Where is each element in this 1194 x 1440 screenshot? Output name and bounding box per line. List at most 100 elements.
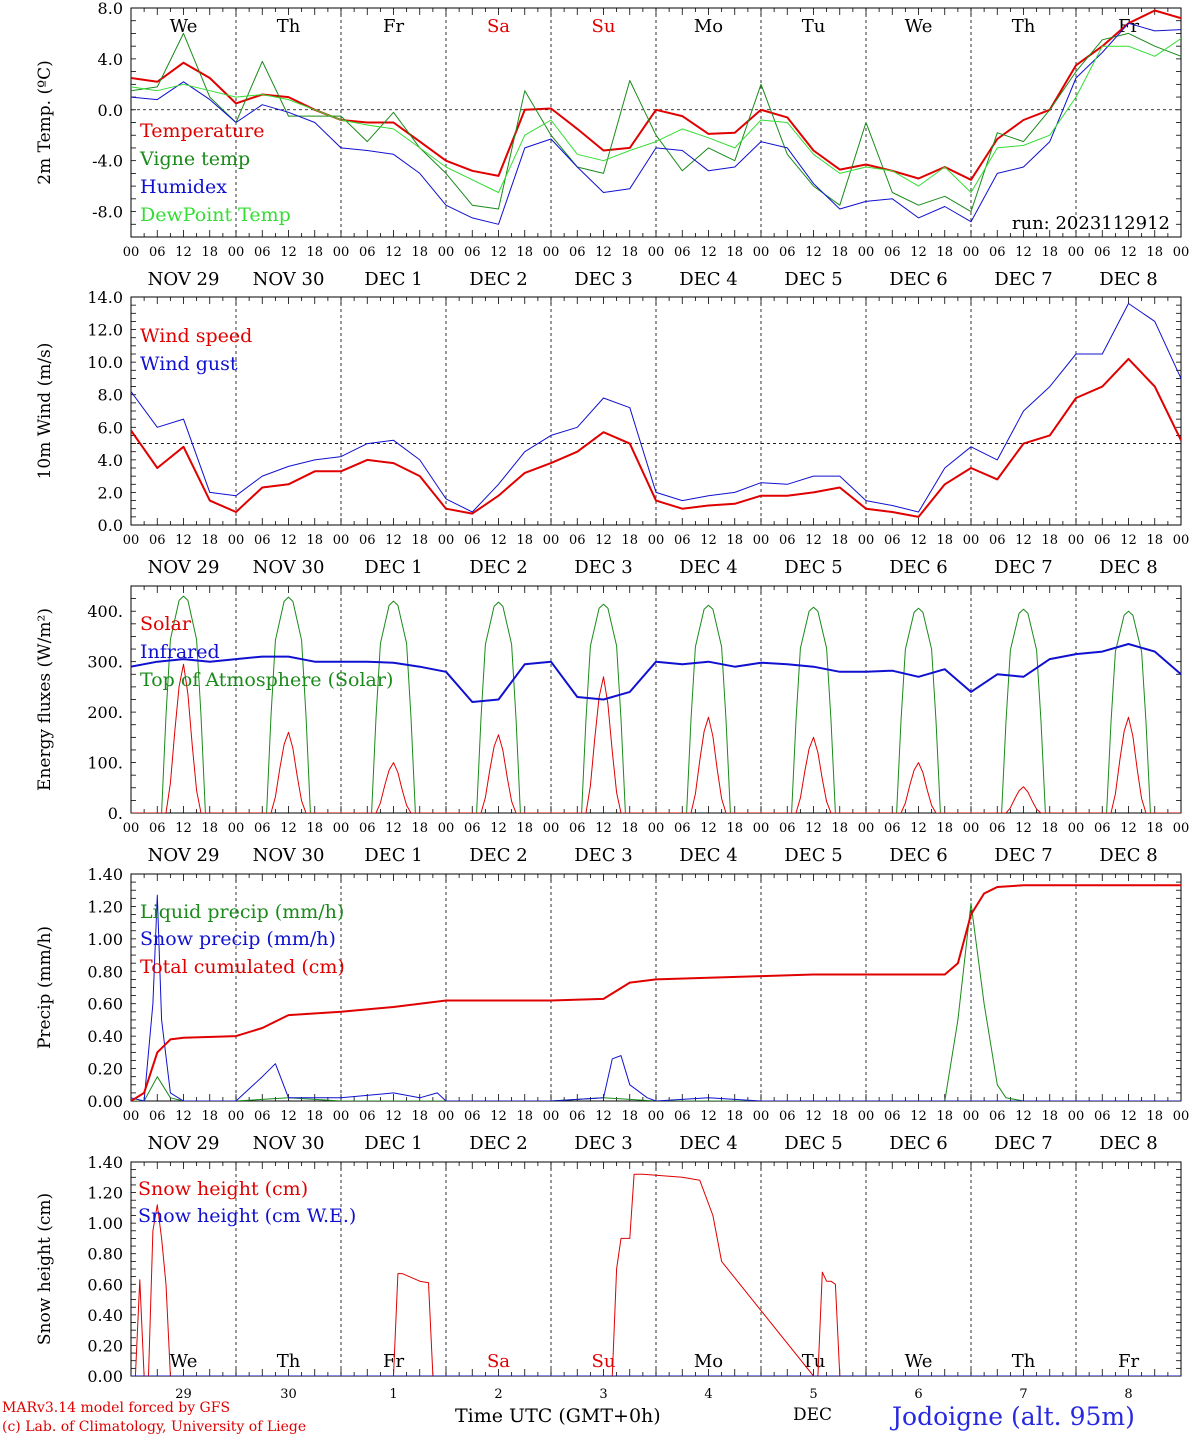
energy-y-axis-label: Energy fluxes (W/m²)	[35, 608, 55, 791]
date-label: DEC 4	[679, 1133, 738, 1154]
x-hour-label: 18	[411, 533, 428, 548]
x-hour-label: 06	[254, 533, 271, 548]
x-hour-label: 12	[490, 533, 507, 548]
x-hour-label: 06	[674, 533, 691, 548]
snow-precip-mm-h--line	[131, 894, 1181, 1101]
date-label: DEC 7	[994, 269, 1053, 290]
x-hour-label: 00	[228, 821, 245, 836]
x-hour-label: 00	[753, 1109, 770, 1124]
x-hour-label: 00	[228, 245, 245, 260]
x-hour-label: 12	[175, 245, 192, 260]
weekday-label: Su	[592, 1351, 616, 1372]
x-hour-label: 18	[831, 1109, 848, 1124]
weekday-label: We	[170, 16, 198, 37]
weekday-label: Mo	[694, 1351, 723, 1372]
date-label: NOV 30	[253, 557, 325, 578]
y-tick-label: 1.20	[87, 1184, 123, 1203]
x-hour-label: 00	[543, 821, 560, 836]
date-label: DEC 1	[364, 557, 423, 578]
month-label: DEC	[793, 1405, 833, 1425]
date-label: DEC 8	[1099, 269, 1158, 290]
x-hour-label: 12	[1120, 1109, 1137, 1124]
x-hour-label: 12	[595, 821, 612, 836]
date-label: NOV 29	[148, 269, 220, 290]
x-hour-label: 00	[1173, 1109, 1190, 1124]
precip-panel: 1.40 1.20 1.00 0.80 0.60 0.40 0.20 0.00 Precip (…	[35, 865, 1189, 1154]
y-tick-label: 200.	[87, 703, 123, 722]
date-label: NOV 30	[253, 845, 325, 866]
x-hour-label: 18	[1041, 245, 1058, 260]
day-number-label: 4	[704, 1387, 712, 1402]
x-hour-label: 12	[385, 245, 402, 260]
x-hour-label: 12	[385, 1109, 402, 1124]
x-hour-label: 06	[149, 533, 166, 548]
y-tick-label: 0.40	[87, 1027, 123, 1046]
x-hour-label: 06	[1094, 821, 1111, 836]
date-label: DEC 7	[994, 1133, 1053, 1154]
y-tick-label: 10.0	[87, 353, 123, 372]
x-hour-label: 06	[359, 533, 376, 548]
solar-line	[131, 663, 1181, 813]
snow-height-cm--line	[131, 1173, 1181, 1376]
x-hour-label: 00	[123, 1109, 140, 1124]
x-hour-label: 18	[726, 533, 743, 548]
date-label: DEC 4	[679, 557, 738, 578]
x-hour-label: 12	[1015, 533, 1032, 548]
x-hour-label: 12	[700, 1109, 717, 1124]
x-hour-label: 00	[753, 821, 770, 836]
x-hour-label: 18	[201, 1109, 218, 1124]
x-hour-label: 00	[753, 533, 770, 548]
y-tick-label: 0.20	[87, 1060, 123, 1079]
y-tick-label: 0.	[108, 804, 123, 823]
x-hour-label: 06	[569, 1109, 586, 1124]
legend-entry: Wind gust	[140, 353, 238, 375]
y-tick-label: 0.60	[87, 995, 123, 1014]
weekday-label: Th	[277, 16, 301, 37]
x-hour-label: 06	[359, 821, 376, 836]
weekday-label: We	[905, 16, 933, 37]
y-tick-label: 0.80	[87, 962, 123, 981]
x-hour-label: 00	[228, 1109, 245, 1124]
y-tick-label: 8.0	[98, 0, 123, 18]
x-hour-label: 00	[753, 245, 770, 260]
x-hour-label: 06	[884, 1109, 901, 1124]
legend-entry: Humidex	[140, 176, 227, 198]
x-hour-label: 06	[1094, 533, 1111, 548]
x-hour-label: 12	[1015, 245, 1032, 260]
legend-entry: Wind speed	[140, 325, 252, 347]
y-tick-label: 1.20	[87, 897, 123, 916]
temp-y-axis-label: 2m Temp. (ºC)	[35, 60, 55, 185]
x-hour-label: 12	[595, 245, 612, 260]
x-hour-label: 12	[805, 533, 822, 548]
x-hour-label: 12	[910, 821, 927, 836]
energy-panel: 400. 300. 200. 100. 0. Energy fluxes (W/m²) 00…	[35, 585, 1189, 866]
x-hour-label: 12	[175, 1109, 192, 1124]
date-label: DEC 7	[994, 557, 1053, 578]
x-hour-label: 00	[963, 821, 980, 836]
x-hour-label: 12	[805, 245, 822, 260]
day-number-label: 2	[494, 1387, 502, 1402]
date-label: DEC 1	[364, 1133, 423, 1154]
x-hour-label: 06	[1094, 245, 1111, 260]
y-tick-label: 300.	[87, 653, 123, 672]
x-hour-label: 18	[726, 821, 743, 836]
x-hour-label: 06	[674, 1109, 691, 1124]
infrared-line	[131, 643, 1181, 703]
x-hour-label: 00	[438, 533, 455, 548]
y-tick-label: 100.	[87, 754, 123, 773]
legend-entry: Snow height (cm W.E.)	[138, 1205, 356, 1227]
x-hour-label: 00	[1068, 245, 1085, 260]
date-label: DEC 8	[1099, 845, 1158, 866]
x-hour-label: 00	[123, 245, 140, 260]
date-label: DEC 5	[784, 845, 843, 866]
legend-entry: Temperature	[140, 120, 264, 142]
y-tick-label: 0.20	[87, 1336, 123, 1355]
x-hour-label: 12	[700, 533, 717, 548]
x-hour-label: 18	[411, 1109, 428, 1124]
x-hour-label: 12	[280, 1109, 297, 1124]
x-hour-label: 06	[359, 1109, 376, 1124]
y-tick-label: -4.0	[92, 152, 123, 171]
day-number-label: 29	[175, 1387, 192, 1402]
weekday-label: Sa	[487, 16, 510, 37]
y-tick-label: 0.0	[98, 516, 123, 535]
